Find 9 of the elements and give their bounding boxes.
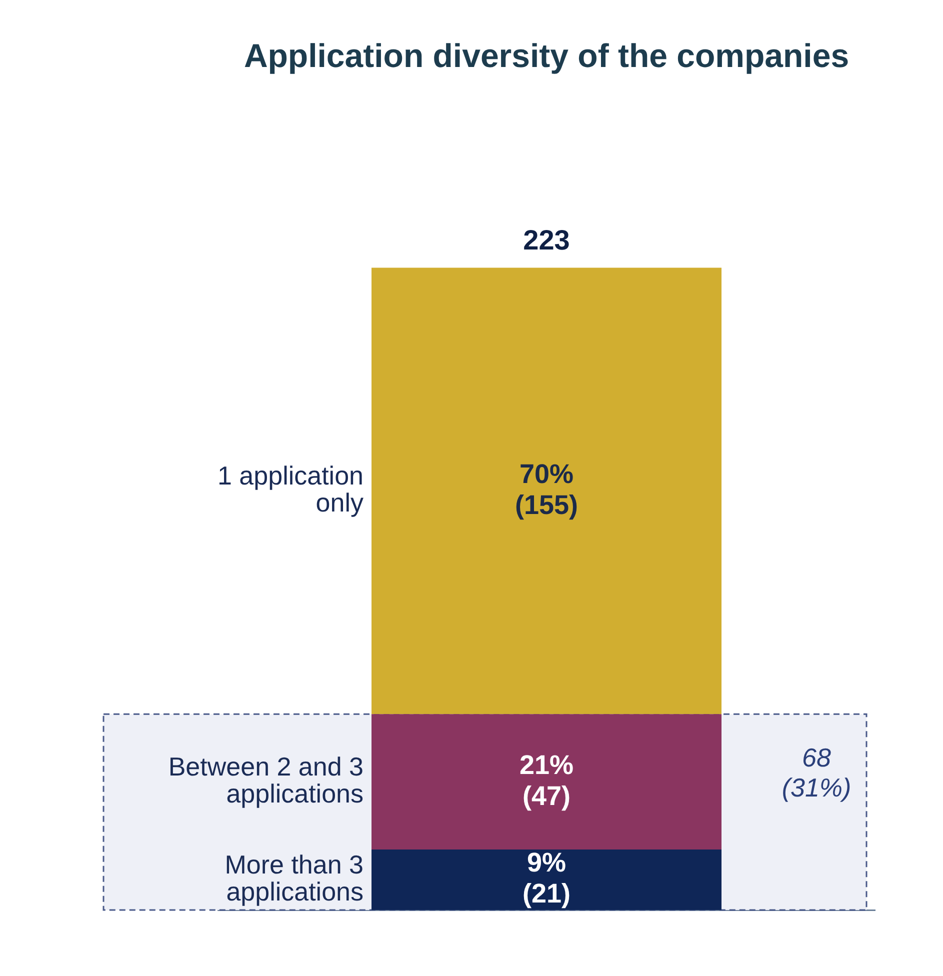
total-label: 223: [523, 224, 570, 256]
series-label: More than 3 applications: [224, 849, 364, 906]
data-label: 70% (155): [514, 458, 578, 520]
chart-title: Application diversity of the companies: [244, 36, 850, 74]
series-label: 1 application only: [218, 460, 364, 518]
data-label: 9% (21): [522, 848, 571, 909]
series-label: Between 2 and 3 applications: [168, 751, 364, 808]
band-label: 68 (31%): [782, 742, 852, 802]
data-label: 21% (47): [519, 750, 574, 811]
